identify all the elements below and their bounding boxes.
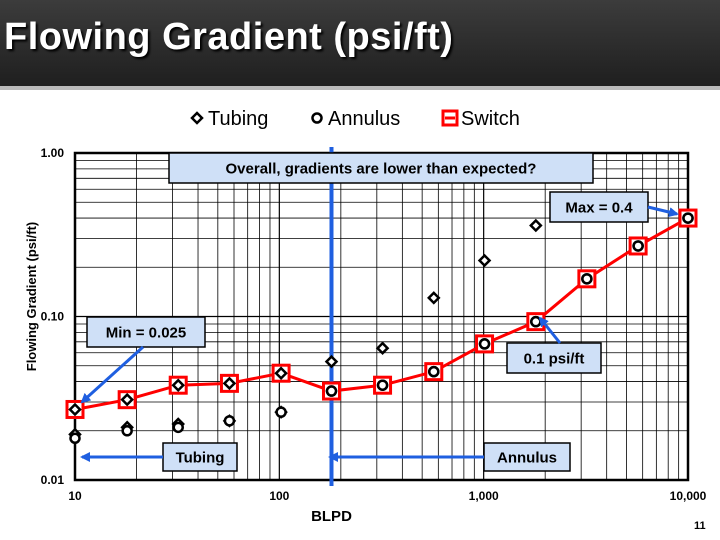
- annulus-point: [275, 406, 287, 418]
- annulus-point: [632, 240, 644, 252]
- max-annotation-text: Max = 0.4: [565, 199, 633, 216]
- min-annotation: Min = 0.025: [86, 316, 206, 348]
- switch-inner-diamond: [274, 366, 288, 380]
- series: [65, 208, 698, 445]
- annulus-annotation-text: Annulus: [497, 449, 557, 466]
- overall-annotation: Overall, gradients are lower than expect…: [168, 152, 594, 184]
- tubing-point: [375, 341, 390, 355]
- annulus-value-annotation: 0.1 psi/ft: [506, 342, 602, 374]
- legend: Tubing Annulus Switch: [190, 108, 520, 130]
- x-tick-label: 10,000: [670, 489, 707, 503]
- annulus-point: [172, 421, 184, 434]
- title-bar: Flowing Gradient (psi/ft): [0, 0, 720, 90]
- tubing-point: [529, 218, 543, 233]
- x-axis-label: BLPD: [311, 508, 352, 525]
- tubing-annotation-box: [162, 442, 238, 472]
- min-annotation-text: Min = 0.025: [106, 324, 186, 341]
- max-annotation: Max = 0.4: [549, 191, 649, 223]
- x-tick-label: 1,000: [469, 489, 499, 503]
- legend-item-annulus: Annulus: [311, 108, 400, 130]
- switch-inner-diamond: [68, 402, 82, 417]
- min-annotation-box: [86, 316, 206, 348]
- annulus-value-arrow: [538, 316, 562, 344]
- y-tick-label: 0.10: [41, 310, 65, 324]
- tubing-annotation-text: Tubing: [176, 449, 225, 466]
- annulus-value-annotation-text: 0.1 psi/ft: [524, 350, 585, 367]
- legend-circle-icon: [311, 112, 323, 124]
- legend-item-tubing: Tubing: [190, 108, 268, 130]
- annulus-point: [69, 432, 81, 445]
- annulus-annotation-box: [483, 442, 571, 472]
- x-tick-label: 100: [269, 489, 289, 503]
- switch-inner-diamond: [171, 378, 185, 392]
- annulus-annotation: Annulus: [483, 442, 571, 472]
- tubing-point: [324, 354, 339, 369]
- overall-annotation-text: Overall, gradients are lower than expect…: [226, 160, 537, 177]
- slide-title: Flowing Gradient (psi/ft): [4, 16, 454, 58]
- series-annulus: [69, 212, 694, 445]
- annulus-point: [478, 338, 491, 350]
- annulus-point: [682, 212, 694, 224]
- legend-item-switch: Switch: [441, 108, 520, 130]
- slide-number: 11: [694, 520, 706, 532]
- x-tick-label: 10: [68, 489, 82, 503]
- annulus-point: [121, 425, 133, 437]
- annulus-value-annotation-box: [506, 342, 602, 374]
- tubing-annotation: Tubing: [162, 442, 238, 472]
- switch-inner-diamond: [120, 392, 134, 407]
- annulus-point: [428, 365, 440, 378]
- annulus-point: [325, 385, 338, 397]
- title-divider: [0, 86, 720, 90]
- legend-diamond-icon: [190, 111, 204, 125]
- max-annotation-box: [549, 191, 649, 223]
- annotations: Overall, gradients are lower than expect…: [80, 152, 679, 472]
- switch-inner-diamond: [222, 376, 237, 391]
- tubing-point: [427, 291, 441, 305]
- annulus-point: [376, 379, 389, 391]
- y-tick-label: 0.01: [41, 473, 65, 487]
- y-axis-label: Flowing Gradient (psi/ft): [24, 222, 39, 372]
- annulus-point: [223, 415, 236, 427]
- annulus-point: [530, 315, 542, 328]
- annulus-point: [581, 273, 593, 285]
- legend-label: Switch: [461, 108, 520, 130]
- min-arrow: [80, 345, 145, 404]
- legend-label: Annulus: [328, 108, 400, 130]
- axes: 10 100 1,000 10,000 0.01 0.10 1.00: [41, 146, 707, 503]
- tubing-point: [477, 253, 492, 268]
- max-arrow: [647, 205, 679, 217]
- legend-label: Tubing: [208, 108, 268, 130]
- y-tick-label: 1.00: [41, 146, 65, 160]
- overall-annotation-box: [168, 152, 594, 184]
